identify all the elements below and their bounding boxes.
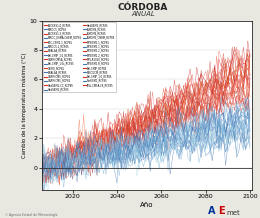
Legend: ACCESS1-0_RCP85, MIROC5_RCP85, ACCESS1-3_RCP85, MIROC_ESMA-CHEM_RCP85, BCC-CSM1-: ACCESS1-0_RCP85, MIROC5_RCP85, ACCESS1-3… xyxy=(43,22,116,92)
Text: ANUAL: ANUAL xyxy=(131,11,155,17)
Text: E: E xyxy=(218,206,225,216)
X-axis label: Año: Año xyxy=(140,202,154,208)
Text: met: met xyxy=(226,210,240,216)
Text: A: A xyxy=(208,206,216,216)
Y-axis label: Cambio de la temperatura máxima (°C): Cambio de la temperatura máxima (°C) xyxy=(21,53,27,158)
Text: CÓRDOBA: CÓRDOBA xyxy=(118,3,168,12)
Text: © Agencia Estatal de Meteorología: © Agencia Estatal de Meteorología xyxy=(5,213,57,217)
